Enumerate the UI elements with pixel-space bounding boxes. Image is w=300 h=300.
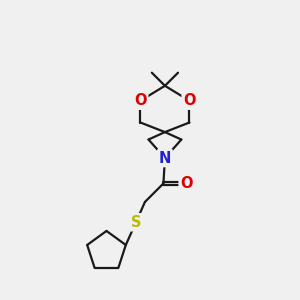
Text: O: O bbox=[134, 93, 147, 108]
Text: O: O bbox=[180, 176, 193, 191]
Text: N: N bbox=[159, 151, 171, 166]
Text: S: S bbox=[131, 215, 141, 230]
Text: O: O bbox=[183, 93, 196, 108]
